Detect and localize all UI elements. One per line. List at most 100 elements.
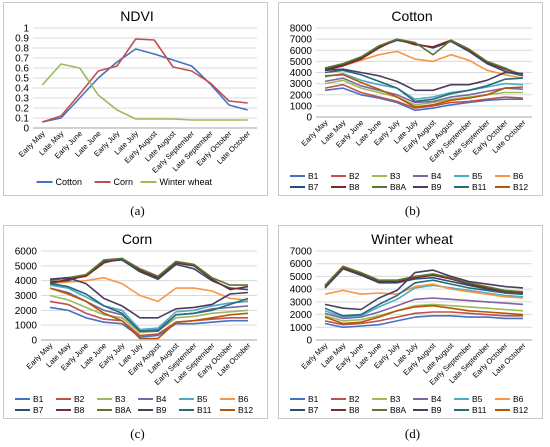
series-line-b12 [324, 304, 524, 325]
legend-label: B1 [33, 394, 44, 404]
y-tick-label: 1000 [15, 321, 38, 332]
y-tick-label: 4000 [290, 285, 313, 296]
legend-label: B8 [349, 405, 360, 415]
y-tick-label: 2000 [290, 90, 313, 101]
legend-label: B4 [156, 394, 167, 404]
chart-title: NDVI [120, 8, 153, 24]
series-line-b7 [324, 267, 524, 295]
legend-label: B12 [238, 405, 253, 415]
series-line-b2 [49, 300, 248, 337]
legend-label: B6 [238, 394, 249, 404]
y-tick-label: 3000 [290, 297, 313, 308]
series-line-b8a [324, 38, 524, 77]
panel-caption: (b) [404, 203, 421, 218]
legend-label: B5 [197, 394, 208, 404]
y-tick-label: 0.6 [15, 64, 29, 75]
legend-label: B3 [390, 171, 401, 181]
y-tick-label: 1000 [290, 101, 313, 112]
y-tick-label: 0.2 [15, 104, 29, 115]
legend-label: B7 [33, 405, 44, 415]
series-line-b4 [324, 297, 524, 320]
chart-title: Cotton [391, 8, 432, 24]
y-tick-label: 2000 [15, 306, 38, 317]
legend-label: B7 [308, 182, 319, 192]
legend-label: Cotton [56, 177, 83, 187]
legend-label: B11 [472, 182, 487, 192]
y-tick-label: 0.4 [15, 84, 29, 95]
series-line-b1 [324, 315, 523, 329]
series-line-b5 [324, 284, 524, 318]
y-tick-label: 7000 [290, 35, 313, 46]
series-line-b8 [324, 266, 524, 294]
panel-caption: (a) [130, 203, 145, 218]
y-tick-label: 4000 [290, 68, 313, 79]
legend-label: B8A [390, 405, 406, 415]
legend-label: B8A [390, 182, 406, 192]
y-tick-label: 0.1 [15, 114, 29, 125]
series-line-b9 [49, 276, 249, 319]
series-line-b11 [324, 69, 524, 103]
chart-title: Corn [122, 231, 152, 247]
legend-label: B8A [115, 405, 131, 415]
y-tick-label: 0 [23, 124, 29, 135]
legend-label: B8 [349, 182, 360, 192]
series-line-b12 [49, 287, 249, 340]
y-tick-label: 0.3 [15, 94, 29, 105]
legend-label: B1 [308, 171, 319, 181]
legend-label: Winter wheat [160, 177, 213, 187]
series-line-b4 [324, 77, 524, 104]
legend-label: B9 [431, 182, 442, 192]
series-line-corn [42, 38, 248, 123]
legend-label: B4 [431, 394, 442, 404]
y-tick-label: 0.8 [15, 44, 29, 55]
y-tick-label: 0 [31, 336, 37, 347]
legend-label: B9 [156, 405, 167, 415]
legend-label: B8 [74, 405, 85, 415]
series-line-b11 [49, 282, 249, 332]
series-line-b8 [324, 38, 524, 76]
legend-label: B7 [308, 405, 319, 415]
y-tick-label: 3000 [290, 79, 313, 90]
panel-caption: (c) [130, 426, 145, 441]
y-tick-label: 0 [306, 113, 312, 124]
series-line-b1 [49, 306, 248, 338]
series-line-b8 [49, 257, 249, 291]
winter-wheat-chart-panel: Winter wheat 0 1000 2000 3000 4000 5000 6000 700… [275, 223, 550, 446]
y-tick-label: 5000 [290, 272, 313, 283]
y-tick-label: 7000 [290, 247, 313, 258]
legend-label: B12 [513, 182, 528, 192]
y-tick-label: 1000 [290, 323, 313, 334]
legend-label: B11 [197, 405, 212, 415]
series-line-b8a [49, 257, 248, 286]
y-tick-label: 3000 [15, 291, 38, 302]
series-line-b6 [324, 283, 524, 299]
y-tick-label: 6000 [290, 46, 313, 57]
series-line-b3 [324, 303, 524, 322]
series-line-cotton [42, 48, 248, 123]
legend-label: B2 [349, 171, 360, 181]
corn-chart-panel: Corn 0 1000 2000 3000 4000 5000 6000 Early May La… [0, 223, 275, 446]
cotton-chart-panel: Cotton 0 1000 2000 3000 4000 5000 6000 7000 8000 E… [275, 0, 550, 223]
series-line-b12 [324, 73, 524, 108]
cotton-chart: Cotton010002000300040005000600070008000E… [290, 8, 532, 192]
legend-label: B3 [115, 394, 126, 404]
legend-label: B4 [431, 171, 442, 181]
y-tick-label: 5000 [15, 261, 38, 272]
y-tick-label: 6000 [290, 259, 313, 270]
y-tick-label: 5000 [290, 57, 313, 68]
series-line-b2 [324, 83, 524, 109]
legend-label: Corn [114, 177, 134, 187]
chart-frame [278, 225, 543, 419]
panel-caption: (d) [404, 426, 421, 441]
legend-label: B6 [513, 171, 524, 181]
legend-label: B6 [513, 394, 524, 404]
series-line-b6 [49, 276, 249, 303]
series-line-b6 [324, 50, 524, 79]
legend-label: B5 [472, 394, 483, 404]
y-tick-label: 8000 [290, 24, 313, 35]
legend-label: B11 [472, 405, 487, 415]
y-tick-label: 0.5 [15, 74, 29, 85]
legend-label: B2 [74, 394, 85, 404]
